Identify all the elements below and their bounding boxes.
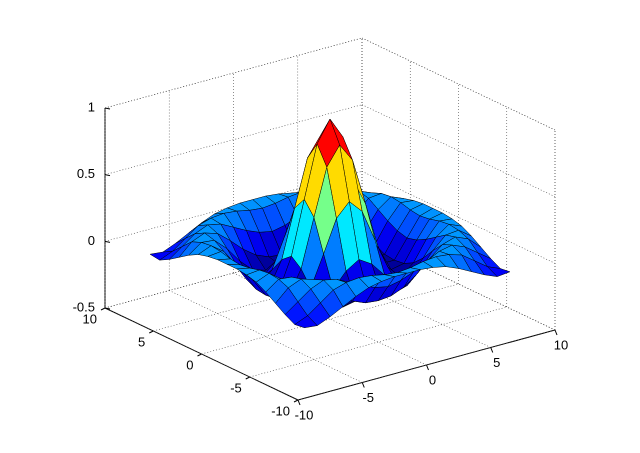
tick-mark: [297, 399, 301, 406]
y-tick-label: -10: [271, 403, 290, 418]
tick-mark: [149, 330, 154, 334]
z-tick-label: 1: [88, 99, 95, 114]
tick-mark: [490, 347, 494, 353]
tick-mark: [245, 376, 250, 380]
tick-mark: [293, 399, 299, 403]
z-tick-label: -0.5: [73, 299, 95, 314]
surface-patch: [294, 315, 318, 329]
tick-mark: [104, 240, 111, 243]
x-tick-label: 10: [554, 337, 568, 352]
tick-mark: [104, 174, 111, 177]
x-tick-label: 5: [493, 355, 500, 370]
y-tick-label: -5: [230, 380, 242, 395]
tick-mark: [554, 329, 558, 336]
tick-mark: [197, 353, 202, 357]
x-tick-label: -5: [362, 390, 374, 405]
tick-mark: [104, 307, 111, 310]
y-tick-label: 5: [138, 334, 145, 349]
x-tick-label: -10: [295, 407, 314, 422]
tick-mark: [361, 382, 365, 388]
tick-mark: [100, 307, 106, 311]
z-tick-label: 0: [88, 233, 95, 248]
tick-mark: [104, 107, 111, 110]
y-tick-label: 0: [186, 357, 193, 372]
x-tick-label: 0: [429, 372, 436, 387]
tick-mark: [426, 364, 429, 371]
surface-patch: [316, 118, 340, 168]
z-tick-label: 0.5: [77, 166, 95, 181]
y-tick-label: 10: [83, 311, 97, 326]
